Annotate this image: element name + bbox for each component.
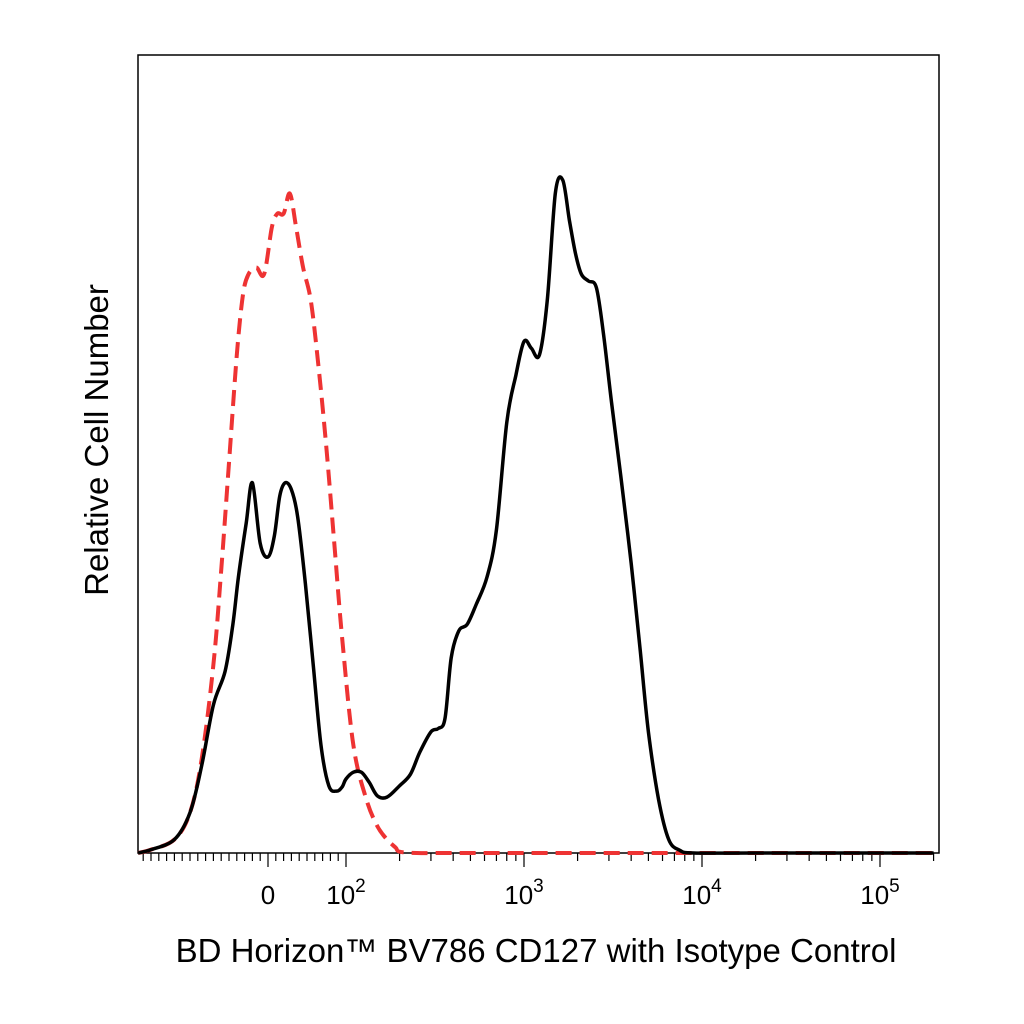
x-tick-label: 104 — [682, 876, 722, 910]
series-layer — [137, 175, 934, 856]
x-tick-label: 105 — [860, 876, 900, 910]
x-axis-label: BD Horizon™ BV786 CD127 with Isotype Con… — [176, 932, 897, 969]
x-axis-ticks — [142, 853, 935, 867]
y-axis-label: Relative Cell Number — [78, 284, 115, 596]
x-tick-label: 102 — [326, 876, 366, 910]
x-tick-label: 0 — [261, 880, 275, 910]
cd127-stained-curve — [137, 175, 934, 855]
x-tick-label: 103 — [504, 876, 544, 910]
plot-frame — [137, 54, 940, 854]
isotype-control-curve — [137, 191, 934, 856]
x-axis-tick-labels: 0 102 103 104 105 — [261, 876, 900, 910]
